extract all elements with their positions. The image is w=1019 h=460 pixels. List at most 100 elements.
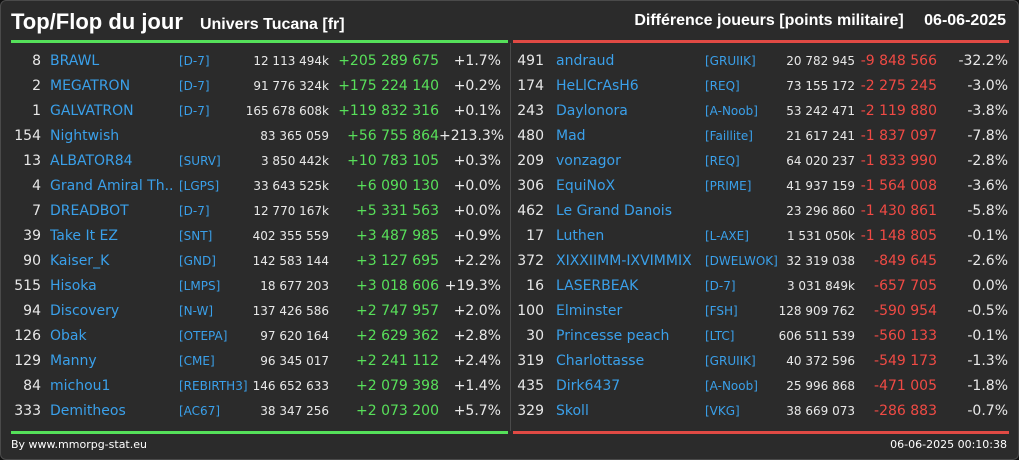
player-rank: 462 <box>517 203 544 219</box>
player-row: 90 Kaiser_K [GND] 142 583 144 +3 127 695 +2.2… <box>1 249 511 274</box>
player-name-link[interactable]: michou1 <box>50 378 111 394</box>
alliance-link[interactable]: [SNT] <box>179 229 213 243</box>
points-difference: +5 331 563 <box>356 203 439 219</box>
player-score: 21 617 241 <box>786 129 855 143</box>
player-name-link[interactable]: andraud <box>556 53 615 69</box>
percent-change: +0.3% <box>453 153 501 169</box>
alliance-link[interactable]: [A-Noob] <box>705 379 758 393</box>
player-score: 83 365 059 <box>260 129 329 143</box>
alliance-link[interactable]: [FSH] <box>705 304 738 318</box>
player-rank: 329 <box>517 403 544 419</box>
alliance-link[interactable]: [D-7] <box>179 104 210 118</box>
player-row: 39 Take It EZ [SNT] 402 355 559 +3 487 985 +0… <box>1 224 511 249</box>
points-difference: -657 705 <box>874 278 937 294</box>
alliance-link[interactable]: [SURV] <box>179 154 221 168</box>
percent-change: +5.7% <box>453 403 501 419</box>
player-score: 41 937 159 <box>786 179 855 193</box>
points-difference: -1 148 805 <box>860 228 937 244</box>
player-name-link[interactable]: Take It EZ <box>50 228 118 244</box>
player-row: 480 Mad [Faillite] 21 617 241 -1 837 097 -7.8… <box>511 124 1019 149</box>
player-row: 100 Elminster [FSH] 128 909 762 -590 954 -0.5… <box>511 299 1019 324</box>
player-name-link[interactable]: Hisoka <box>50 278 97 294</box>
percent-change: +213.3% <box>439 128 505 144</box>
player-name-link[interactable]: Daylonora <box>556 103 628 119</box>
player-rank: 491 <box>517 53 544 69</box>
alliance-link[interactable]: [AC67] <box>179 404 221 418</box>
alliance-link[interactable]: [GRUIIK] <box>705 354 756 368</box>
player-name-link[interactable]: XIXXIIMM-IXVIMMIX <box>556 253 692 269</box>
player-name-link[interactable]: Luthen <box>556 228 605 244</box>
alliance-link[interactable]: [Faillite] <box>705 129 753 143</box>
alliance-link[interactable]: [GRUIIK] <box>705 54 756 68</box>
alliance-link[interactable]: [REBIRTH3] <box>179 379 248 393</box>
alliance-link[interactable]: [LTC] <box>705 329 735 343</box>
percent-change: -3.6% <box>967 178 1008 194</box>
points-difference: -1 564 008 <box>860 178 937 194</box>
alliance-link[interactable]: [D-7] <box>179 204 210 218</box>
player-name-link[interactable]: Skoll <box>556 403 589 419</box>
player-score: 73 155 172 <box>786 79 855 93</box>
alliance-link[interactable]: [D-7] <box>179 54 210 68</box>
player-name-link[interactable]: Nightwish <box>50 128 120 144</box>
points-difference: +56 755 864 <box>347 128 439 144</box>
player-name-link[interactable]: vonzagor <box>556 153 621 169</box>
percent-change: +1.4% <box>453 378 501 394</box>
percent-change: +0.1% <box>453 103 501 119</box>
player-name-link[interactable]: Charlottasse <box>556 353 645 369</box>
player-row: 7 DREADBOT [D-7] 12 770 167k +5 331 563 +0.0% <box>1 199 511 224</box>
player-name-link[interactable]: EquiNoX <box>556 178 616 194</box>
points-difference: +2 241 112 <box>356 353 439 369</box>
player-rank: 243 <box>517 103 544 119</box>
percent-change: +0.0% <box>453 203 501 219</box>
player-name-link[interactable]: Manny <box>50 353 97 369</box>
percent-change: -32.2% <box>958 53 1008 69</box>
player-name-link[interactable]: Le Grand Danois <box>556 203 672 219</box>
alliance-link[interactable]: [GND] <box>179 254 216 268</box>
player-score: 32 319 038 <box>786 254 855 268</box>
player-name-link[interactable]: ALBATOR84 <box>50 153 133 169</box>
player-rank: 8 <box>32 53 41 69</box>
alliance-link[interactable]: [CME] <box>179 354 215 368</box>
player-name-link[interactable]: Demitheos <box>50 403 126 419</box>
player-row: 17 Luthen [L-AXE] 1 531 050k -1 148 805 -0.1% <box>511 224 1019 249</box>
percent-change: +2.0% <box>453 303 501 319</box>
alliance-link[interactable]: [REQ] <box>705 154 740 168</box>
alliance-link[interactable]: [D-7] <box>705 279 736 293</box>
alliance-link[interactable]: [OTEPA] <box>179 329 228 343</box>
alliance-link[interactable]: [REQ] <box>705 79 740 93</box>
alliance-link[interactable]: [PRIME] <box>705 179 752 193</box>
player-rank: 16 <box>526 278 544 294</box>
alliance-link[interactable]: [VKG] <box>705 404 740 418</box>
player-rank: 2 <box>32 78 41 94</box>
player-name-link[interactable]: GALVATRON <box>50 103 134 119</box>
player-rank: 480 <box>517 128 544 144</box>
player-name-link[interactable]: Elminster <box>556 303 623 319</box>
player-name-link[interactable]: Discovery <box>50 303 120 319</box>
player-name-link[interactable]: BRAWL <box>50 53 100 69</box>
player-rank: 30 <box>526 328 544 344</box>
alliance-link[interactable]: [LGPS] <box>179 179 220 193</box>
top-players-list: 8 BRAWL [D-7] 12 113 494k +205 289 675 +1.7% 2… <box>1 49 511 424</box>
player-name-link[interactable]: LASERBEAK <box>556 278 639 294</box>
alliance-link[interactable]: [A-Noob] <box>705 104 758 118</box>
player-score: 25 996 868 <box>786 379 855 393</box>
points-difference: -9 848 566 <box>860 53 937 69</box>
alliance-link[interactable]: [D-7] <box>179 79 210 93</box>
points-difference: -1 430 861 <box>860 203 937 219</box>
points-difference: +3 487 985 <box>356 228 439 244</box>
player-name-link[interactable]: Grand Amiral Th... <box>50 178 174 194</box>
player-name-link[interactable]: Obak <box>50 328 87 344</box>
alliance-link[interactable]: [DWELWOK] <box>705 254 778 268</box>
player-name-link[interactable]: HeLlCrAsH6 <box>556 78 639 94</box>
alliance-link[interactable]: [N-W] <box>179 304 214 318</box>
player-name-link[interactable]: Kaiser_K <box>50 253 110 269</box>
player-name-link[interactable]: Princesse peach <box>556 328 670 344</box>
player-name-link[interactable]: Mad <box>556 128 586 144</box>
player-name-link[interactable]: MEGATRON <box>50 78 131 94</box>
player-name-link[interactable]: DREADBOT <box>50 203 129 219</box>
player-name-link[interactable]: Dirk6437 <box>556 378 621 394</box>
percent-change: -1.8% <box>967 378 1008 394</box>
player-rank: 319 <box>517 353 544 369</box>
alliance-link[interactable]: [LMPS] <box>179 279 221 293</box>
alliance-link[interactable]: [L-AXE] <box>705 229 749 243</box>
